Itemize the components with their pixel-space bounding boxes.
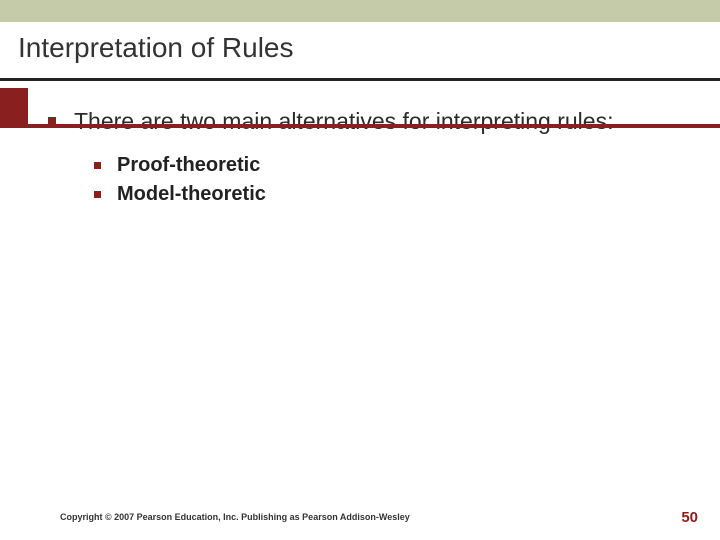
list-item-text: There are two main alternatives for inte… — [74, 107, 613, 136]
accent-arm-vertical — [0, 88, 28, 128]
sublist: Proof-theoretic Model-theoretic — [48, 154, 680, 206]
list-item: Proof-theoretic — [94, 154, 680, 177]
accent-arm-horizontal — [0, 124, 720, 128]
square-bullet-icon — [94, 191, 101, 198]
list-item-text: Model-theoretic — [117, 183, 266, 206]
list-item-text: Proof-theoretic — [117, 154, 260, 177]
list-item: There are two main alternatives for inte… — [48, 107, 680, 136]
content-area: There are two main alternatives for inte… — [0, 81, 720, 206]
page-number: 50 — [681, 509, 698, 526]
list-item: Model-theoretic — [94, 183, 680, 206]
square-bullet-icon — [94, 162, 101, 169]
title-area: Interpretation of Rules — [0, 22, 720, 78]
slide-title: Interpretation of Rules — [18, 32, 702, 64]
header-band — [0, 0, 720, 22]
copyright-text: Copyright © 2007 Pearson Education, Inc.… — [60, 512, 410, 522]
